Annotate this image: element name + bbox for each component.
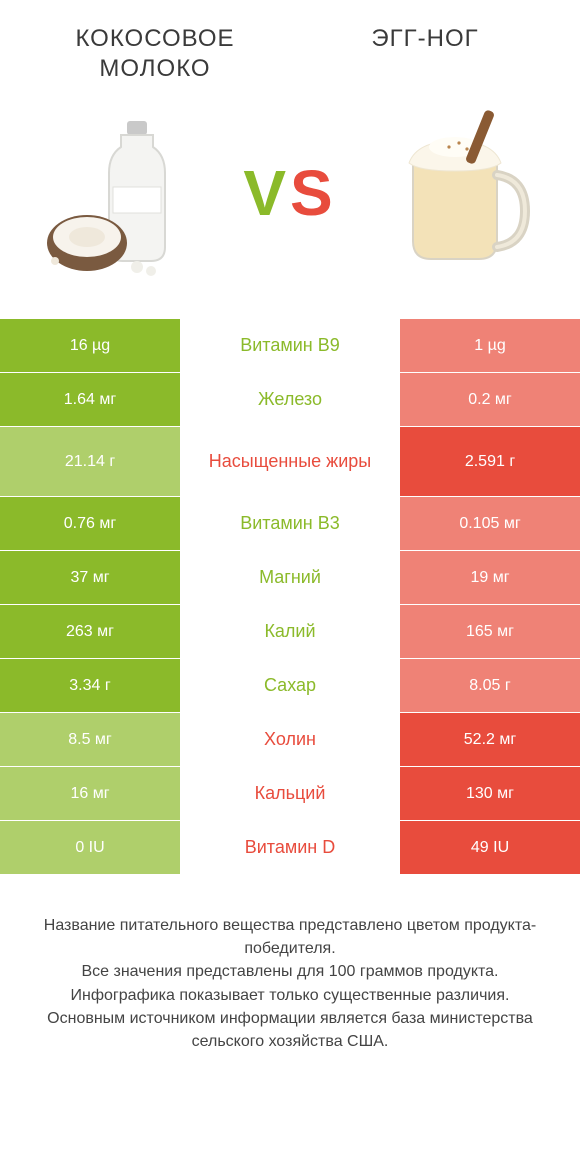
nutrient-label: Кальций: [180, 767, 400, 820]
product-b-title: ЭГГ-НОГ: [290, 24, 560, 54]
vs-v: V: [243, 161, 290, 225]
table-row: 21.14 гНасыщенные жиры2.591 г: [0, 426, 580, 496]
value-b: 0.2 мг: [400, 373, 580, 426]
table-row: 37 мгМагний19 мг: [0, 550, 580, 604]
eggnog-icon: [379, 103, 539, 283]
table-row: 8.5 мгХолин52.2 мг: [0, 712, 580, 766]
value-a: 16 µg: [0, 319, 180, 372]
nutrient-label: Витамин B3: [180, 497, 400, 550]
value-a: 0.76 мг: [0, 497, 180, 550]
table-row: 0 IUВитамин D49 IU: [0, 820, 580, 874]
product-a-title: КОКОСОВОЕ МОЛОКО: [20, 24, 290, 84]
table-row: 3.34 гСахар8.05 г: [0, 658, 580, 712]
header: КОКОСОВОЕ МОЛОКО ЭГГ-НОГ: [0, 0, 580, 88]
value-b: 1 µg: [400, 319, 580, 372]
value-a: 8.5 мг: [0, 713, 180, 766]
table-row: 16 µgВитамин B91 µg: [0, 318, 580, 372]
table-row: 0.76 мгВитамин B30.105 мг: [0, 496, 580, 550]
value-b: 130 мг: [400, 767, 580, 820]
coconut-milk-icon: [41, 103, 201, 283]
product-b-image: [374, 98, 544, 288]
nutrient-label: Сахар: [180, 659, 400, 712]
vs-s: S: [290, 161, 337, 225]
table-row: 16 мгКальций130 мг: [0, 766, 580, 820]
value-a: 0 IU: [0, 821, 180, 874]
footnote: Название питательного вещества представл…: [0, 874, 580, 1093]
value-b: 49 IU: [400, 821, 580, 874]
table-row: 1.64 мгЖелезо0.2 мг: [0, 372, 580, 426]
value-a: 3.34 г: [0, 659, 180, 712]
nutrient-label: Холин: [180, 713, 400, 766]
nutrient-label: Витамин D: [180, 821, 400, 874]
value-a: 37 мг: [0, 551, 180, 604]
nutrient-label: Железо: [180, 373, 400, 426]
value-b: 0.105 мг: [400, 497, 580, 550]
nutrient-label: Калий: [180, 605, 400, 658]
value-a: 21.14 г: [0, 427, 180, 496]
value-b: 52.2 мг: [400, 713, 580, 766]
value-b: 2.591 г: [400, 427, 580, 496]
value-b: 19 мг: [400, 551, 580, 604]
value-a: 1.64 мг: [0, 373, 180, 426]
vs-label: VS: [243, 161, 336, 225]
nutrient-label: Витамин B9: [180, 319, 400, 372]
image-row: VS: [0, 88, 580, 318]
table-row: 263 мгКалий165 мг: [0, 604, 580, 658]
value-a: 263 мг: [0, 605, 180, 658]
value-b: 8.05 г: [400, 659, 580, 712]
nutrient-label: Магний: [180, 551, 400, 604]
value-a: 16 мг: [0, 767, 180, 820]
value-b: 165 мг: [400, 605, 580, 658]
comparison-table: 16 µgВитамин B91 µg1.64 мгЖелезо0.2 мг21…: [0, 318, 580, 874]
nutrient-label: Насыщенные жиры: [180, 427, 400, 496]
product-a-image: [36, 98, 206, 288]
